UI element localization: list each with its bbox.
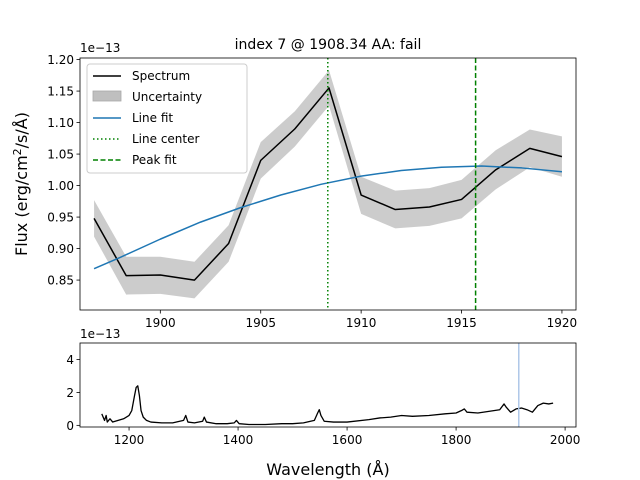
legend-label-line-center: Line center: [132, 132, 199, 146]
legend-label-peak-fit: Peak fit: [132, 153, 177, 167]
legend-swatch-uncertainty: [92, 90, 122, 102]
main-y-tick-label: 1.00: [47, 179, 74, 193]
legend-box: [86, 63, 248, 174]
legend: Spectrum Uncertainty Line fit Line cente…: [86, 63, 248, 174]
overview-panel: 1200 1400 1600 1800 2000 0 2 4 1e−13 Wavelengt…: [66, 327, 580, 479]
overview-data-layer: [101, 343, 554, 427]
main-series-line-line-fit: [93, 165, 563, 270]
overview-x-tick-label: 1200: [114, 433, 145, 447]
overview-x-tick-label: 1800: [441, 433, 472, 447]
x-axis-label: Wavelength (Å): [266, 460, 389, 479]
main-x-tick-label: 1920: [547, 316, 578, 330]
main-y-offset-label: 1e−13: [80, 41, 120, 55]
main-x-tick-label: 1900: [145, 316, 176, 330]
main-y-tick-label: 0.85: [47, 274, 74, 288]
overview-y-tick-label: 0: [66, 419, 74, 433]
overview-x-tick-label: 1600: [332, 433, 363, 447]
overview-plot-frame: [79, 342, 577, 428]
main-y-tick-label: 1.20: [47, 53, 74, 67]
overview-y-tick-label: 2: [66, 386, 74, 400]
y-axis-label: Flux (erg/cm2/s/Å): [11, 112, 31, 256]
main-y-ticks: 0.85 0.90 0.95 1.00 1.05 1.10 1.15 1.20: [47, 53, 80, 288]
main-y-tick-label: 1.05: [47, 148, 74, 162]
legend-label-uncertainty: Uncertainty: [132, 90, 202, 104]
main-x-tick-label: 1905: [245, 316, 276, 330]
main-panel: 1900 1905 1910 1915 1920 0.85 0.90 0.95 1.00 1.0…: [11, 37, 577, 330]
main-plot-frame: [79, 57, 577, 311]
y-axis-label-superscript: 2: [11, 148, 24, 155]
overview-series-line-spectrum: [101, 385, 554, 426]
overview-x-tick-label: 2000: [550, 433, 581, 447]
main-y-tick-label: 1.15: [47, 85, 74, 99]
main-y-tick-label: 0.90: [47, 242, 74, 256]
overview-y-offset-label: 1e−13: [80, 327, 120, 341]
main-data-layer: [93, 58, 563, 310]
y-axis-label-tail: /s/Å): [12, 112, 31, 148]
main-x-tick-label: 1915: [446, 316, 477, 330]
overview-x-tick-label: 1400: [223, 433, 254, 447]
main-x-tick-label: 1910: [346, 316, 377, 330]
overview-y-tick-label: 4: [66, 353, 74, 367]
overview-y-ticks: 0 2 4: [66, 353, 80, 433]
overview-plot-background: [80, 343, 576, 427]
overview-x-ticks: 1200 1400 1600 1800 2000: [114, 427, 581, 447]
main-series-line-spectrum: [93, 87, 563, 281]
legend-label-line-fit: Line fit: [132, 111, 173, 125]
y-axis-label-main: Flux (erg/cm: [12, 155, 31, 256]
main-y-tick-label: 0.95: [47, 211, 74, 225]
main-y-tick-label: 1.10: [47, 116, 74, 130]
main-x-ticks: 1900 1905 1910 1915 1920: [145, 310, 577, 330]
legend-label-spectrum: Spectrum: [132, 69, 190, 83]
chart-title: index 7 @ 1908.34 AA: fail: [235, 37, 422, 53]
